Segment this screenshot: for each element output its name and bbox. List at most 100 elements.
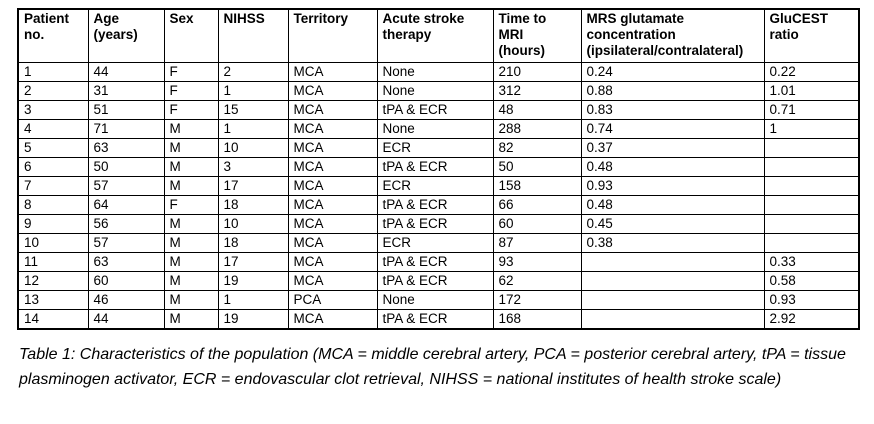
table-cell: F	[163, 195, 219, 215]
table-cell: 0.88	[580, 81, 765, 101]
table-cell: M	[163, 157, 219, 177]
table-cell: 11	[17, 252, 89, 272]
table-header-row: Patient no. Age (years) Sex NIHSS Territory A…	[17, 8, 860, 63]
table-cell: MCA	[287, 309, 378, 330]
table-cell: tPA & ECR	[376, 252, 494, 272]
table-row: 4 71 M 1 MCA None 288 0.74 1	[17, 119, 860, 139]
table-cell: 1	[17, 62, 89, 82]
table-cell: 168	[492, 309, 582, 330]
table-row: 7 57 M 17 MCA ECR 158 0.93	[17, 176, 860, 196]
table-row: 1 44 F 2 MCA None 210 0.24 0.22	[17, 62, 860, 82]
table-cell: 2.92	[763, 309, 860, 330]
table-cell: 1	[217, 119, 289, 139]
table-cell	[580, 290, 765, 310]
table-cell: 13	[17, 290, 89, 310]
table-cell	[580, 271, 765, 291]
table-cell: 10	[217, 138, 289, 158]
table-cell: 9	[17, 214, 89, 234]
table-cell: 0.38	[580, 233, 765, 253]
table-cell: 62	[492, 271, 582, 291]
table-cell: 210	[492, 62, 582, 82]
table-cell: MCA	[287, 252, 378, 272]
table-cell: MCA	[287, 214, 378, 234]
column-header-5: Acute stroke therapy	[376, 8, 494, 63]
table-cell: 66	[492, 195, 582, 215]
table-cell: 17	[217, 176, 289, 196]
table-cell	[580, 309, 765, 330]
table-cell: 0.22	[763, 62, 860, 82]
table-cell: 71	[87, 119, 165, 139]
table-cell: 1	[217, 290, 289, 310]
table-cell: M	[163, 233, 219, 253]
table-cell: tPA & ECR	[376, 309, 494, 330]
table-cell: 93	[492, 252, 582, 272]
column-header-4: Territory	[287, 8, 378, 63]
table-cell: MCA	[287, 100, 378, 120]
table-cell: 82	[492, 138, 582, 158]
column-header-1: Age (years)	[87, 8, 165, 63]
table-row: 14 44 M 19 MCA tPA & ECR 168 2.92	[17, 309, 860, 330]
table-cell: tPA & ECR	[376, 271, 494, 291]
table-cell: 7	[17, 176, 89, 196]
table-cell: F	[163, 81, 219, 101]
table-cell: 0.71	[763, 100, 860, 120]
table-cell	[763, 214, 860, 234]
table-cell: PCA	[287, 290, 378, 310]
column-header-3: NIHSS	[217, 8, 289, 63]
table-row: 13 46 M 1 PCA None 172 0.93	[17, 290, 860, 310]
table-cell: 6	[17, 157, 89, 177]
table-cell: MCA	[287, 157, 378, 177]
table-cell: 60	[492, 214, 582, 234]
table-cell: tPA & ECR	[376, 157, 494, 177]
table-row: 3 51 F 15 MCA tPA & ECR 48 0.83 0.71	[17, 100, 860, 120]
table-cell: 1	[763, 119, 860, 139]
table-cell: MCA	[287, 195, 378, 215]
table-cell: 10	[17, 233, 89, 253]
table-cell: 44	[87, 62, 165, 82]
table-cell: MCA	[287, 233, 378, 253]
table-cell: 48	[492, 100, 582, 120]
table-cell: 14	[17, 309, 89, 330]
table-cell: ECR	[376, 233, 494, 253]
table-cell: tPA & ECR	[376, 100, 494, 120]
table-cell: 2	[17, 81, 89, 101]
table-caption: Table 1: Characteristics of the populati…	[19, 346, 846, 388]
table-cell: 0.37	[580, 138, 765, 158]
table-cell: MCA	[287, 62, 378, 82]
table-cell	[763, 157, 860, 177]
table-header: Patient no. Age (years) Sex NIHSS Territory A…	[17, 8, 860, 63]
table-cell: 12	[17, 271, 89, 291]
table-cell: 60	[87, 271, 165, 291]
table-cell: tPA & ECR	[376, 214, 494, 234]
table-cell: 0.83	[580, 100, 765, 120]
table-cell: 0.48	[580, 157, 765, 177]
table-cell: 19	[217, 309, 289, 330]
table-cell: 57	[87, 176, 165, 196]
table-cell: 63	[87, 138, 165, 158]
table-cell: 0.45	[580, 214, 765, 234]
column-header-2: Sex	[163, 8, 219, 63]
column-header-0: Patient no.	[17, 8, 89, 63]
table-cell: 51	[87, 100, 165, 120]
table-cell: MCA	[287, 119, 378, 139]
table-cell: None	[376, 290, 494, 310]
table-cell: 19	[217, 271, 289, 291]
table-cell: 2	[217, 62, 289, 82]
table-cell: ECR	[376, 176, 494, 196]
table-cell	[763, 195, 860, 215]
table-body: 1 44 F 2 MCA None 210 0.24 0.22 2 31 F 1 MCA None 312 0.…	[17, 62, 860, 330]
table-cell: 0.74	[580, 119, 765, 139]
table-row: 6 50 M 3 MCA tPA & ECR 50 0.48	[17, 157, 860, 177]
table-cell: 50	[492, 157, 582, 177]
table-cell: 5	[17, 138, 89, 158]
table-cell: MCA	[287, 271, 378, 291]
table-cell: 0.24	[580, 62, 765, 82]
column-header-7: MRS glutamate concentration (ipsilateral…	[580, 8, 765, 63]
table-cell: ECR	[376, 138, 494, 158]
table-cell: M	[163, 271, 219, 291]
table-cell: 8	[17, 195, 89, 215]
table-cell: 4	[17, 119, 89, 139]
table-cell: 56	[87, 214, 165, 234]
table-cell: 0.93	[580, 176, 765, 196]
